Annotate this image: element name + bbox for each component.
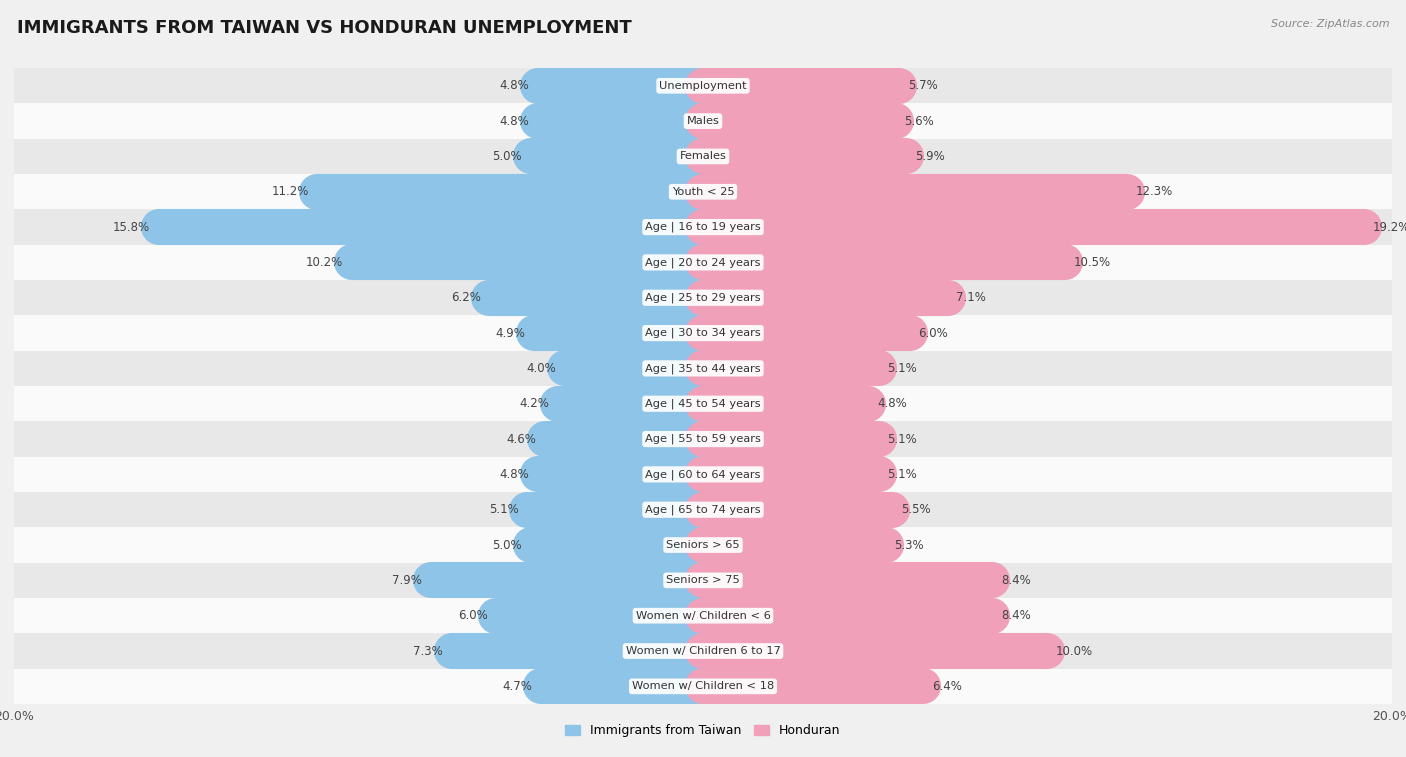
- Bar: [14, 528, 1392, 562]
- Text: 5.1%: 5.1%: [489, 503, 519, 516]
- Bar: [14, 668, 1392, 704]
- Text: Women w/ Children 6 to 17: Women w/ Children 6 to 17: [626, 646, 780, 656]
- Text: 4.9%: 4.9%: [496, 326, 526, 340]
- Bar: [14, 492, 1392, 528]
- Text: IMMIGRANTS FROM TAIWAN VS HONDURAN UNEMPLOYMENT: IMMIGRANTS FROM TAIWAN VS HONDURAN UNEMP…: [17, 19, 631, 37]
- Text: 4.8%: 4.8%: [877, 397, 907, 410]
- Text: Age | 30 to 34 years: Age | 30 to 34 years: [645, 328, 761, 338]
- Text: 6.0%: 6.0%: [918, 326, 948, 340]
- Bar: [14, 350, 1392, 386]
- Text: 10.0%: 10.0%: [1056, 644, 1094, 658]
- Text: Seniors > 75: Seniors > 75: [666, 575, 740, 585]
- Text: 4.6%: 4.6%: [506, 432, 536, 446]
- Text: 11.2%: 11.2%: [271, 185, 308, 198]
- Text: 8.4%: 8.4%: [1001, 574, 1031, 587]
- Text: 15.8%: 15.8%: [112, 220, 150, 234]
- Text: Source: ZipAtlas.com: Source: ZipAtlas.com: [1271, 19, 1389, 29]
- Text: Unemployment: Unemployment: [659, 81, 747, 91]
- Bar: [14, 280, 1392, 316]
- Bar: [14, 422, 1392, 456]
- Text: 8.4%: 8.4%: [1001, 609, 1031, 622]
- Text: 5.6%: 5.6%: [904, 114, 934, 128]
- Text: 10.5%: 10.5%: [1073, 256, 1111, 269]
- Text: 5.1%: 5.1%: [887, 362, 917, 375]
- Text: 5.5%: 5.5%: [901, 503, 931, 516]
- Text: 6.4%: 6.4%: [932, 680, 962, 693]
- Legend: Immigrants from Taiwan, Honduran: Immigrants from Taiwan, Honduran: [561, 719, 845, 743]
- Text: 6.2%: 6.2%: [451, 291, 481, 304]
- Text: Age | 60 to 64 years: Age | 60 to 64 years: [645, 469, 761, 480]
- Bar: [14, 245, 1392, 280]
- Text: 4.8%: 4.8%: [499, 114, 529, 128]
- Text: Age | 55 to 59 years: Age | 55 to 59 years: [645, 434, 761, 444]
- Text: Females: Females: [679, 151, 727, 161]
- Bar: [14, 316, 1392, 350]
- Text: 4.0%: 4.0%: [527, 362, 557, 375]
- Text: Women w/ Children < 18: Women w/ Children < 18: [631, 681, 775, 691]
- Text: Seniors > 65: Seniors > 65: [666, 540, 740, 550]
- Text: Age | 35 to 44 years: Age | 35 to 44 years: [645, 363, 761, 374]
- Text: 5.0%: 5.0%: [492, 538, 522, 552]
- Bar: [14, 456, 1392, 492]
- Text: 7.3%: 7.3%: [413, 644, 443, 658]
- Text: Males: Males: [686, 116, 720, 126]
- Text: 5.1%: 5.1%: [887, 432, 917, 446]
- Bar: [14, 174, 1392, 210]
- Text: Women w/ Children < 6: Women w/ Children < 6: [636, 611, 770, 621]
- Text: Age | 16 to 19 years: Age | 16 to 19 years: [645, 222, 761, 232]
- Text: Age | 25 to 29 years: Age | 25 to 29 years: [645, 292, 761, 303]
- Bar: [14, 386, 1392, 422]
- Text: 5.3%: 5.3%: [894, 538, 924, 552]
- Text: Youth < 25: Youth < 25: [672, 187, 734, 197]
- Text: Age | 20 to 24 years: Age | 20 to 24 years: [645, 257, 761, 268]
- Text: 4.7%: 4.7%: [502, 680, 533, 693]
- Text: 10.2%: 10.2%: [305, 256, 343, 269]
- Text: 5.1%: 5.1%: [887, 468, 917, 481]
- Text: 5.9%: 5.9%: [915, 150, 945, 163]
- Text: 4.8%: 4.8%: [499, 79, 529, 92]
- Bar: [14, 634, 1392, 668]
- Text: 6.0%: 6.0%: [458, 609, 488, 622]
- Text: 5.7%: 5.7%: [908, 79, 938, 92]
- Text: Age | 45 to 54 years: Age | 45 to 54 years: [645, 398, 761, 409]
- Bar: [14, 104, 1392, 139]
- Text: 19.2%: 19.2%: [1374, 220, 1406, 234]
- Text: 7.1%: 7.1%: [956, 291, 986, 304]
- Text: Age | 65 to 74 years: Age | 65 to 74 years: [645, 504, 761, 515]
- Text: 5.0%: 5.0%: [492, 150, 522, 163]
- Text: 4.8%: 4.8%: [499, 468, 529, 481]
- Bar: [14, 598, 1392, 634]
- Bar: [14, 562, 1392, 598]
- Bar: [14, 139, 1392, 174]
- Text: 4.2%: 4.2%: [520, 397, 550, 410]
- Bar: [14, 68, 1392, 104]
- Text: 12.3%: 12.3%: [1135, 185, 1173, 198]
- Text: 7.9%: 7.9%: [392, 574, 422, 587]
- Bar: [14, 210, 1392, 245]
